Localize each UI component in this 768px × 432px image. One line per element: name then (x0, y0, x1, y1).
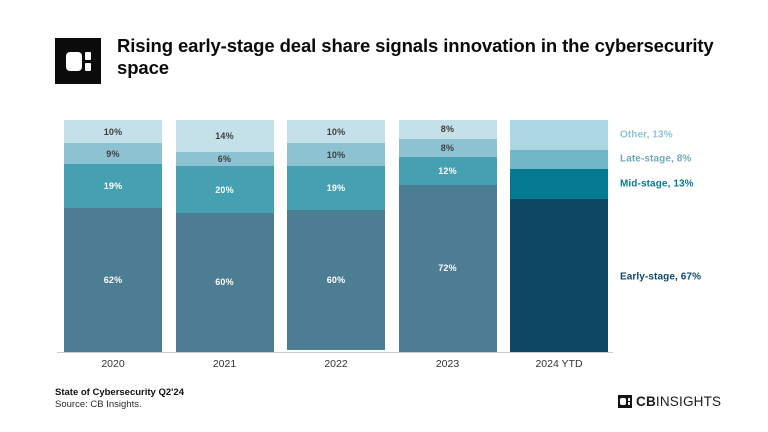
segment-value-label: 20% (215, 184, 234, 195)
segment-other-2022: 10% (287, 120, 385, 144)
segment-mid-stage-2024-ytd (510, 168, 608, 199)
bar-2023: 8% 8% 12% 72% (398, 120, 497, 352)
cb-insights-logo-icon-small (618, 395, 632, 408)
segment-value-label: 8% (440, 124, 455, 135)
legend-late-stage: Late-stage, 8% (620, 153, 692, 165)
bar-2020: 10% 9% 19% 62% (64, 120, 162, 352)
wordmark-cb: CB (636, 394, 656, 409)
segment-late-stage-2024-ytd (510, 150, 608, 169)
legend-early-stage: Early-stage, 67% (620, 271, 702, 283)
x-axis-label-2022: 2022 (324, 358, 348, 370)
bar-2024-ytd (510, 120, 608, 352)
segment-value-label: 72% (438, 263, 457, 274)
segment-value-label: 60% (215, 277, 234, 288)
segment-mid-stage-2021: 20% (175, 166, 274, 213)
bar-2021: 14% 6% 20% 60% (175, 120, 274, 352)
x-axis-label-2023: 2023 (435, 358, 460, 370)
segment-value-label: 19% (326, 183, 346, 194)
segment-mid-stage-2023: 12% (398, 157, 497, 185)
x-axis-label-2020: 2020 (101, 358, 125, 370)
bar-2022: 10% 10% 19% 60% (287, 120, 385, 352)
segment-value-label: 62% (103, 275, 123, 286)
wordmark-insights: INSIGHTS (655, 394, 722, 409)
segment-other-2023: 8% (398, 120, 497, 139)
logo-block-shape (66, 52, 82, 71)
logo-dot-top (85, 52, 91, 60)
logo-dot-bottom (85, 63, 91, 71)
segment-value-label: 9% (106, 148, 120, 159)
segment-value-label: 10% (326, 126, 346, 137)
segment-value-label: 10% (103, 126, 123, 137)
segment-value-label: 6% (217, 154, 232, 165)
segment-value-label: 10% (326, 149, 346, 160)
x-axis-line (57, 352, 613, 353)
source-line: Source: CB Insights. (55, 399, 142, 410)
segment-late-stage-2021: 6% (175, 152, 274, 167)
report-title: State of Cybersecurity Q2'24 (55, 387, 184, 398)
segment-value-label: 8% (440, 142, 455, 153)
segment-mid-stage-2020: 19% (64, 164, 162, 209)
chart-footnote: State of Cybersecurity Q2'24 Source: CB … (55, 387, 184, 411)
page-title: Rising early-stage deal share signals in… (117, 35, 714, 78)
x-axis-label-2021: 2021 (212, 358, 237, 370)
segment-value-label: 12% (438, 166, 457, 176)
segment-other-2020: 10% (64, 120, 162, 144)
cb-insights-logo-icon (55, 38, 101, 84)
segment-late-stage-2023: 8% (398, 138, 497, 158)
segment-late-stage-2022: 10% (287, 143, 385, 167)
segment-other-2024-ytd (510, 120, 608, 151)
cbinsights-wordmark: CBINSIGHTS (618, 394, 721, 409)
segment-late-stage-2020: 9% (64, 143, 162, 165)
x-axis-label-2024-ytd: 2024 YTD (535, 358, 583, 370)
segment-early-stage-2023: 72% (398, 184, 497, 352)
segment-early-stage-2024-ytd (510, 198, 608, 352)
segment-early-stage-2022: 60% (287, 210, 385, 350)
legend-other: Other, 13% (620, 129, 673, 141)
wordmark-text: CBINSIGHTS (636, 394, 721, 409)
segment-mid-stage-2022: 19% (287, 166, 385, 211)
segment-value-label: 60% (326, 275, 346, 286)
segment-early-stage-2021: 60% (175, 212, 274, 352)
segment-value-label: 14% (215, 131, 234, 142)
legend-mid-stage: Mid-stage, 13% (620, 178, 694, 190)
segment-value-label: 19% (103, 181, 123, 192)
segment-other-2021: 14% (175, 120, 274, 153)
segment-early-stage-2020: 62% (64, 208, 162, 352)
